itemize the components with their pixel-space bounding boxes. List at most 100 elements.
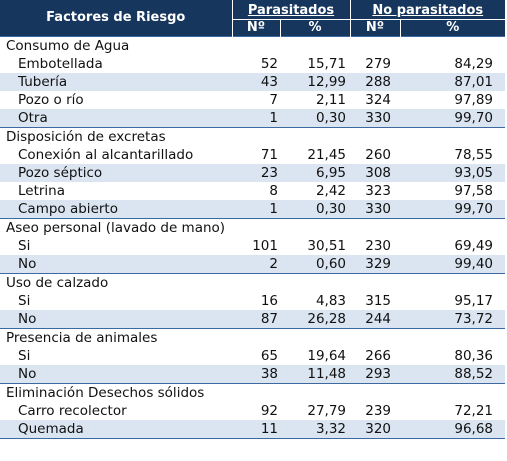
not-parasitized-percent: 87,01 xyxy=(454,74,494,90)
row-label: No xyxy=(0,365,232,384)
parasitized-percent: 11,48 xyxy=(280,365,351,384)
parasitized-percent: 0,30 xyxy=(280,109,351,128)
not-parasitized-count: 244 xyxy=(350,310,401,329)
parasitized-count: 52 xyxy=(260,56,278,72)
parasitized-percent: 26,28 xyxy=(280,310,351,329)
table-row: Campo abierto 1 0,30 330 99,70 xyxy=(0,200,506,219)
row-label: Si xyxy=(18,348,31,364)
not-parasitized-count: 239 xyxy=(365,403,392,419)
row-label: Letrina xyxy=(18,183,66,199)
not-parasitized-percent: 95,17 xyxy=(454,293,494,309)
not-parasitized-count: 288 xyxy=(365,74,392,90)
row-label: Quemada xyxy=(0,420,232,439)
not-parasitized-percent: 72,21 xyxy=(454,403,494,419)
parasitized-percent: 4,83 xyxy=(315,293,347,309)
not-parasitized-count: 329 xyxy=(350,255,401,274)
row-label: Embotellada xyxy=(18,56,103,72)
parasitized-percent: 15,71 xyxy=(307,56,347,72)
parasitized-percent: 6,95 xyxy=(315,165,347,181)
category-row: Eliminación Desechos sólidos xyxy=(0,383,506,402)
not-parasitized-count: 330 xyxy=(350,200,401,219)
parasitized-percent: 0,30 xyxy=(280,200,351,219)
not-parasitized-count: 324 xyxy=(365,92,392,108)
parasitized-percent: 3,32 xyxy=(280,420,351,439)
not-parasitized-percent: 99,70 xyxy=(400,200,506,219)
parasitized-count: 8 xyxy=(269,183,278,199)
parasitized-percent: 21,45 xyxy=(307,147,347,163)
not-parasitized-percent: 84,29 xyxy=(454,56,494,72)
parasitized-count: 2 xyxy=(232,255,280,274)
category-label: Presencia de animales xyxy=(0,328,506,347)
category-label: Consumo de Agua xyxy=(0,36,506,55)
row-label: Carro recolector xyxy=(18,403,127,419)
not-parasitized-percent: 73,72 xyxy=(400,310,506,329)
parasitized-count: 23 xyxy=(260,165,278,181)
row-label: Si xyxy=(18,238,31,254)
not-parasitized-pct-header: % xyxy=(400,19,506,37)
row-label: No xyxy=(0,310,232,329)
parasitized-header: Parasitados xyxy=(232,0,351,20)
not-parasitized-count: 266 xyxy=(365,348,392,364)
row-label: Otra xyxy=(0,109,232,128)
not-parasitized-percent: 93,05 xyxy=(454,165,494,181)
table-row: Si 65 19,64 266 80,36 xyxy=(0,347,505,365)
table-row: Letrina 8 2,42 323 97,58 xyxy=(0,182,505,200)
not-parasitized-percent: 78,55 xyxy=(454,147,494,163)
parasitized-count: 43 xyxy=(260,74,278,90)
parasitized-count: 87 xyxy=(232,310,280,329)
parasitized-n-header: Nº xyxy=(232,19,281,37)
parasitized-percent: 12,99 xyxy=(307,74,347,90)
not-parasitized-count: 315 xyxy=(365,293,392,309)
row-label: No xyxy=(0,255,232,274)
table-row: Quemada 11 3,32 320 96,68 xyxy=(0,420,506,439)
not-parasitized-count: 230 xyxy=(365,238,392,254)
parasitized-count: 1 xyxy=(232,109,280,128)
not-parasitized-percent: 99,70 xyxy=(400,109,506,128)
parasitized-percent: 30,51 xyxy=(307,238,347,254)
row-label: Pozo séptico xyxy=(18,165,103,181)
row-label: Conexión al alcantarillado xyxy=(18,147,194,163)
table-row: Si 16 4,83 315 95,17 xyxy=(0,292,505,310)
table-row: Conexión al alcantarillado 71 21,45 260 78,5… xyxy=(0,146,505,164)
category-row: Aseo personal (lavado de mano) xyxy=(0,218,506,237)
parasitized-count: 38 xyxy=(232,365,280,384)
not-parasitized-count: 320 xyxy=(350,420,401,439)
parasitized-count: 92 xyxy=(260,403,278,419)
not-parasitized-percent: 80,36 xyxy=(454,348,494,364)
category-row: Disposición de excretas xyxy=(0,127,506,146)
category-label: Uso de calzado xyxy=(0,273,506,292)
not-parasitized-count: 308 xyxy=(365,165,392,181)
table-row: Carro recolector 92 27,79 239 72,21 xyxy=(0,402,505,420)
not-parasitized-count: 293 xyxy=(350,365,401,384)
category-row: Uso de calzado xyxy=(0,273,506,292)
table-row: No 38 11,48 293 88,52 xyxy=(0,365,506,384)
table-row: Pozo séptico 23 6,95 308 93,05 xyxy=(0,164,506,182)
parasitized-count: 65 xyxy=(260,348,278,364)
row-label: Si xyxy=(18,293,31,309)
not-parasitized-n-header: Nº xyxy=(350,19,401,37)
not-parasitized-percent: 96,68 xyxy=(400,420,506,439)
table-row: Si 101 30,51 230 69,49 xyxy=(0,237,505,255)
parasitized-percent: 19,64 xyxy=(307,348,347,364)
table-header: Factores de Riesgo Parasitados No parasi… xyxy=(0,0,506,37)
not-parasitized-percent: 97,89 xyxy=(454,92,494,108)
not-parasitized-count: 330 xyxy=(350,109,401,128)
parasitized-count: 1 xyxy=(232,200,280,219)
parasitized-pct-header: % xyxy=(280,19,351,37)
row-label: Campo abierto xyxy=(0,200,232,219)
parasitized-percent: 0,60 xyxy=(280,255,351,274)
table-row: Tubería 43 12,99 288 87,01 xyxy=(0,73,506,91)
row-label: Tubería xyxy=(18,74,68,90)
not-parasitized-count: 260 xyxy=(365,147,392,163)
table-row: No 2 0,60 329 99,40 xyxy=(0,255,506,274)
not-parasitized-count: 279 xyxy=(365,56,392,72)
row-label: Pozo o río xyxy=(18,92,84,108)
not-parasitized-percent: 99,40 xyxy=(400,255,506,274)
parasitized-count: 71 xyxy=(260,147,278,163)
category-label: Eliminación Desechos sólidos xyxy=(0,383,506,402)
table-body: Consumo de Agua Embotellada 52 15,71 279 84,2… xyxy=(0,36,506,439)
risk-factors-header: Factores de Riesgo xyxy=(0,0,233,37)
parasitized-percent: 27,79 xyxy=(307,403,347,419)
not-parasitized-percent: 97,58 xyxy=(454,183,494,199)
parasitized-count: 11 xyxy=(232,420,280,439)
